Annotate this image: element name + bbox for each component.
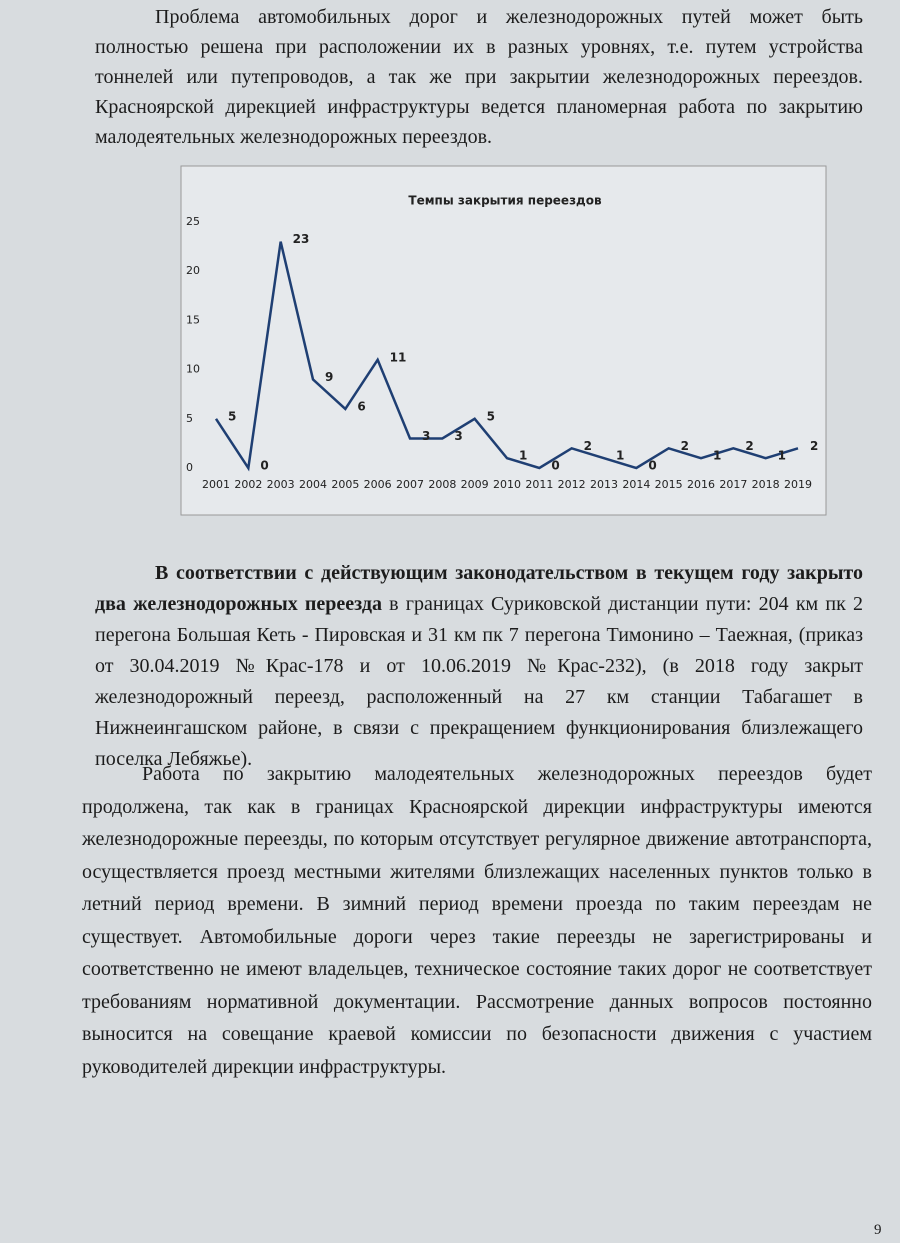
x-tick-label: 2001 <box>202 478 230 491</box>
chart-frame <box>180 165 827 516</box>
paragraph: Работа по закрытию малодеятельных железн… <box>82 758 872 1083</box>
data-label: 2 <box>584 439 592 453</box>
data-label: 1 <box>713 449 721 463</box>
text-run: в границах Суриковской дистанции пути: 2… <box>95 593 863 770</box>
y-tick-label: 25 <box>186 215 200 228</box>
x-tick-label: 2002 <box>234 478 262 491</box>
data-label: 0 <box>551 459 559 473</box>
data-label: 0 <box>648 459 656 473</box>
y-tick-label: 5 <box>186 412 193 425</box>
data-label: 1 <box>616 449 624 463</box>
data-label: 0 <box>260 459 268 473</box>
x-tick-label: 2005 <box>331 478 359 491</box>
data-label: 1 <box>778 449 786 463</box>
x-tick-label: 2011 <box>525 478 553 491</box>
x-tick-label: 2019 <box>784 478 812 491</box>
x-tick-label: 2016 <box>687 478 715 491</box>
data-label: 2 <box>810 439 818 453</box>
data-label: 2 <box>681 439 689 453</box>
data-label: 23 <box>293 232 310 246</box>
page-number: 9 <box>874 1222 882 1238</box>
paragraph: В соответствии с действующим законодател… <box>95 558 863 775</box>
y-tick-label: 15 <box>186 313 200 326</box>
x-tick-label: 2015 <box>655 478 683 491</box>
text-run: Проблема автомобильных дорог и железнодо… <box>95 6 863 148</box>
data-label: 3 <box>422 429 430 443</box>
x-tick-label: 2008 <box>428 478 456 491</box>
data-label: 1 <box>519 449 527 463</box>
x-tick-label: 2006 <box>364 478 392 491</box>
text-run: В соответствии с действующим законодател… <box>95 562 863 615</box>
x-tick-label: 2003 <box>267 478 295 491</box>
x-tick-label: 2007 <box>396 478 424 491</box>
data-line <box>214 241 799 472</box>
chart-title: Темпы закрытия переездов <box>408 194 602 208</box>
x-tick-label: 2009 <box>461 478 489 491</box>
y-tick-label: 20 <box>186 264 200 277</box>
data-label: 5 <box>228 409 236 423</box>
x-tick-label: 2010 <box>493 478 521 491</box>
x-tick-label: 2014 <box>622 478 650 491</box>
x-tick-label: 2013 <box>590 478 618 491</box>
x-tick-label: 2018 <box>752 478 780 491</box>
x-tick-label: 2004 <box>299 478 327 491</box>
data-label: 11 <box>390 350 407 364</box>
x-tick-label: 2012 <box>558 478 586 491</box>
paragraph: Проблема автомобильных дорог и железнодо… <box>95 2 863 152</box>
y-tick-label: 0 <box>186 461 193 474</box>
data-label: 6 <box>357 399 365 413</box>
data-label: 9 <box>325 370 333 384</box>
data-label: 2 <box>745 439 753 453</box>
data-label: 3 <box>454 429 462 443</box>
x-tick-label: 2017 <box>719 478 747 491</box>
text-run: Работа по закрытию малодеятельных железн… <box>82 763 872 1078</box>
y-tick-label: 10 <box>186 363 200 376</box>
data-label: 5 <box>487 409 495 423</box>
